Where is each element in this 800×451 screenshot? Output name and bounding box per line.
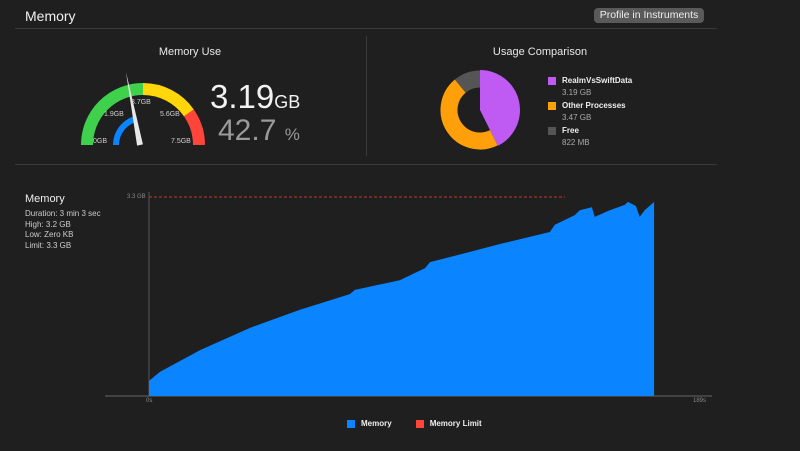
- gauge-label: 1.9GB: [104, 111, 124, 118]
- memory-use-title: Memory Use: [158, 46, 222, 58]
- gauge-green-arc: [81, 83, 144, 146]
- divider: [366, 36, 367, 156]
- stat-duration: Duration: 3 min 3 sec: [25, 209, 101, 218]
- page-title: Memory: [25, 8, 76, 24]
- legend-value: 3.47 GB: [562, 113, 592, 122]
- donut-slice: [440, 79, 498, 150]
- limit-tick-label: 3.3 GB: [127, 194, 146, 200]
- legend-swatch: [548, 101, 556, 110]
- memory-area: [149, 201, 655, 396]
- donut-slice: [454, 70, 481, 93]
- legend-label: RealmVsSwiftData: [562, 76, 633, 85]
- legend-swatch: [548, 76, 556, 85]
- legend-swatch-memory: [347, 419, 355, 428]
- percent-value: 42.7: [218, 114, 277, 147]
- legend-label: Free: [562, 126, 579, 135]
- gauge-label: 3.7GB: [131, 99, 151, 106]
- gauge-label: 0GB: [93, 138, 108, 145]
- profile-in-instruments-button[interactable]: Profile in Instruments: [594, 8, 704, 23]
- usage-donut-chart: [440, 70, 520, 150]
- legend-value: 822 MB: [562, 138, 590, 147]
- donut-slice: [480, 70, 520, 146]
- usage-comparison-title: Usage Comparison: [492, 46, 588, 58]
- legend-memory-limit: Memory Limit: [429, 419, 482, 428]
- chart-legend: Memory Memory Limit: [347, 419, 482, 428]
- memory-unit: GB: [274, 92, 301, 112]
- usage-legend: RealmVsSwiftData 3.19 GB Other Processes…: [548, 76, 632, 147]
- memory-percent: 42.7 %: [218, 114, 300, 148]
- legend-value: 3.19 GB: [562, 88, 592, 97]
- x-tick-label: 0s: [146, 398, 153, 404]
- legend-memory: Memory: [361, 419, 392, 428]
- percent-unit: %: [284, 125, 300, 144]
- gauge-needle: [125, 71, 143, 146]
- gauge-yellow-arc: [142, 83, 194, 117]
- chart-stats: Duration: 3 min 3 sec High: 3.2 GB Low: …: [25, 209, 101, 251]
- legend-label: Other Processes: [562, 101, 626, 110]
- stat-limit: Limit: 3.3 GB: [25, 240, 72, 250]
- chart-title: Memory: [25, 193, 65, 205]
- memory-value: 3.19GB: [210, 78, 300, 116]
- stat-high: High: 3.2 GB: [25, 219, 71, 229]
- memory-gauge: [81, 71, 205, 146]
- legend-swatch: [548, 126, 556, 135]
- divider: [15, 164, 717, 165]
- gauge-red-arc: [183, 109, 205, 146]
- x-tick-label: 189s: [693, 398, 707, 404]
- memory-amount: 3.19: [210, 78, 275, 115]
- stat-low: Low: Zero KB: [25, 230, 74, 239]
- divider: [15, 28, 717, 29]
- memory-area-chart: [105, 192, 712, 397]
- legend-swatch-limit: [415, 419, 424, 428]
- gauge-label: 5.6GB: [160, 111, 180, 118]
- gauge-label: 7.5GB: [171, 138, 191, 145]
